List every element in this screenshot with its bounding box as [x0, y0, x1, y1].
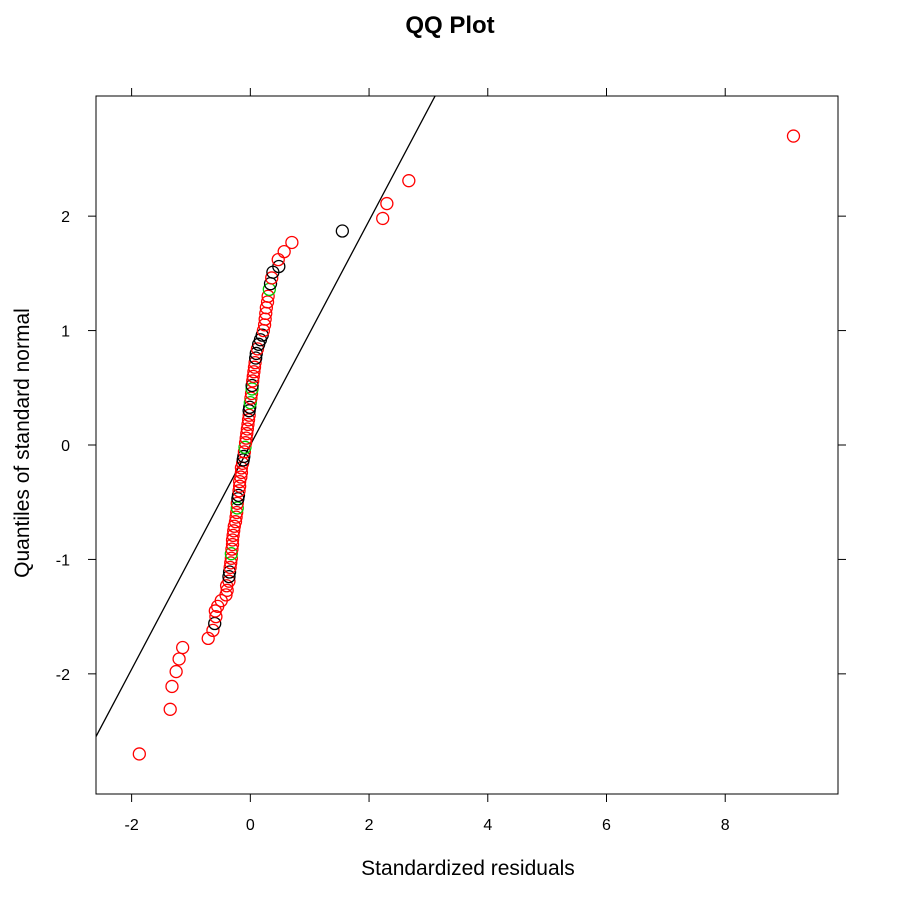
data-point	[209, 609, 223, 624]
data-point	[163, 702, 177, 716]
data-point	[248, 355, 262, 370]
data-point	[238, 436, 253, 450]
data-point	[223, 560, 237, 575]
data-point	[247, 365, 261, 379]
x-tick-label: 4	[483, 817, 492, 834]
data-point	[242, 408, 256, 422]
data-point	[222, 569, 236, 584]
y-tick-label: -1	[56, 552, 70, 569]
y-tick-label: -2	[56, 667, 70, 684]
y-tick-label: 0	[61, 438, 70, 455]
y-tick-label: 1	[61, 324, 70, 341]
data-point	[261, 289, 275, 303]
data-point	[229, 510, 243, 524]
data-point	[165, 679, 179, 694]
data-point	[222, 574, 236, 588]
data-point	[243, 396, 257, 410]
data-point	[169, 664, 183, 679]
data-point	[237, 449, 251, 464]
data-point	[272, 259, 286, 274]
data-point	[240, 426, 254, 441]
x-tick-label: -2	[124, 817, 138, 834]
data-point	[222, 565, 237, 579]
data-point	[241, 417, 255, 432]
data-point	[402, 174, 416, 188]
data-point	[224, 547, 238, 561]
data-point	[231, 488, 246, 502]
data-point	[232, 484, 246, 498]
data-point	[226, 528, 240, 543]
data-point	[245, 382, 259, 396]
reference-line	[96, 96, 436, 737]
data-point	[376, 211, 390, 226]
x-tick-label: 8	[721, 817, 730, 834]
data-point	[241, 413, 256, 427]
data-point	[230, 496, 244, 511]
data-point	[172, 652, 186, 666]
data-point	[206, 623, 220, 638]
data-point	[224, 556, 238, 570]
data-point	[176, 640, 190, 655]
data-point	[244, 391, 258, 405]
data-point	[238, 440, 252, 454]
data-point	[230, 505, 244, 520]
x-tick-label: 2	[365, 817, 374, 834]
data-point	[243, 400, 257, 414]
data-point	[265, 271, 279, 285]
data-point	[227, 524, 241, 538]
data-point	[224, 551, 238, 565]
plot-frame	[95, 95, 839, 795]
data-point	[237, 445, 252, 459]
data-point	[220, 583, 234, 597]
data-point	[244, 386, 259, 401]
data-point	[132, 747, 146, 761]
chart-title: QQ Plot	[405, 12, 494, 39]
x-tick-label: 6	[602, 817, 611, 834]
x-tick-label: 0	[246, 817, 255, 834]
data-point	[201, 631, 215, 646]
x-axis-label: Standardized residuals	[361, 857, 575, 880]
data-point	[225, 537, 240, 552]
data-point	[246, 369, 260, 383]
data-point	[234, 470, 248, 484]
data-point	[285, 235, 299, 250]
data-point	[233, 479, 247, 493]
data-point	[225, 533, 240, 547]
data-point	[271, 252, 285, 267]
plot-area	[96, 96, 801, 761]
data-point	[335, 224, 349, 238]
data-point	[277, 244, 291, 259]
data-point	[247, 360, 262, 374]
data-point	[246, 374, 260, 388]
data-point	[230, 501, 244, 515]
y-axis-label: Quantiles of standard normal	[11, 308, 34, 578]
axes: -2 0 2 4 6 8 -2 -1 0 1 2	[56, 88, 846, 834]
data-point	[234, 465, 249, 480]
data-point	[245, 378, 259, 393]
data-point	[240, 422, 255, 436]
data-point	[249, 351, 263, 365]
data-point	[225, 542, 239, 556]
data-point	[260, 295, 275, 309]
data-point	[380, 196, 394, 211]
data-point	[228, 515, 243, 529]
data-point	[239, 431, 253, 445]
data-point	[786, 129, 801, 143]
y-tick-label: 2	[61, 209, 70, 226]
